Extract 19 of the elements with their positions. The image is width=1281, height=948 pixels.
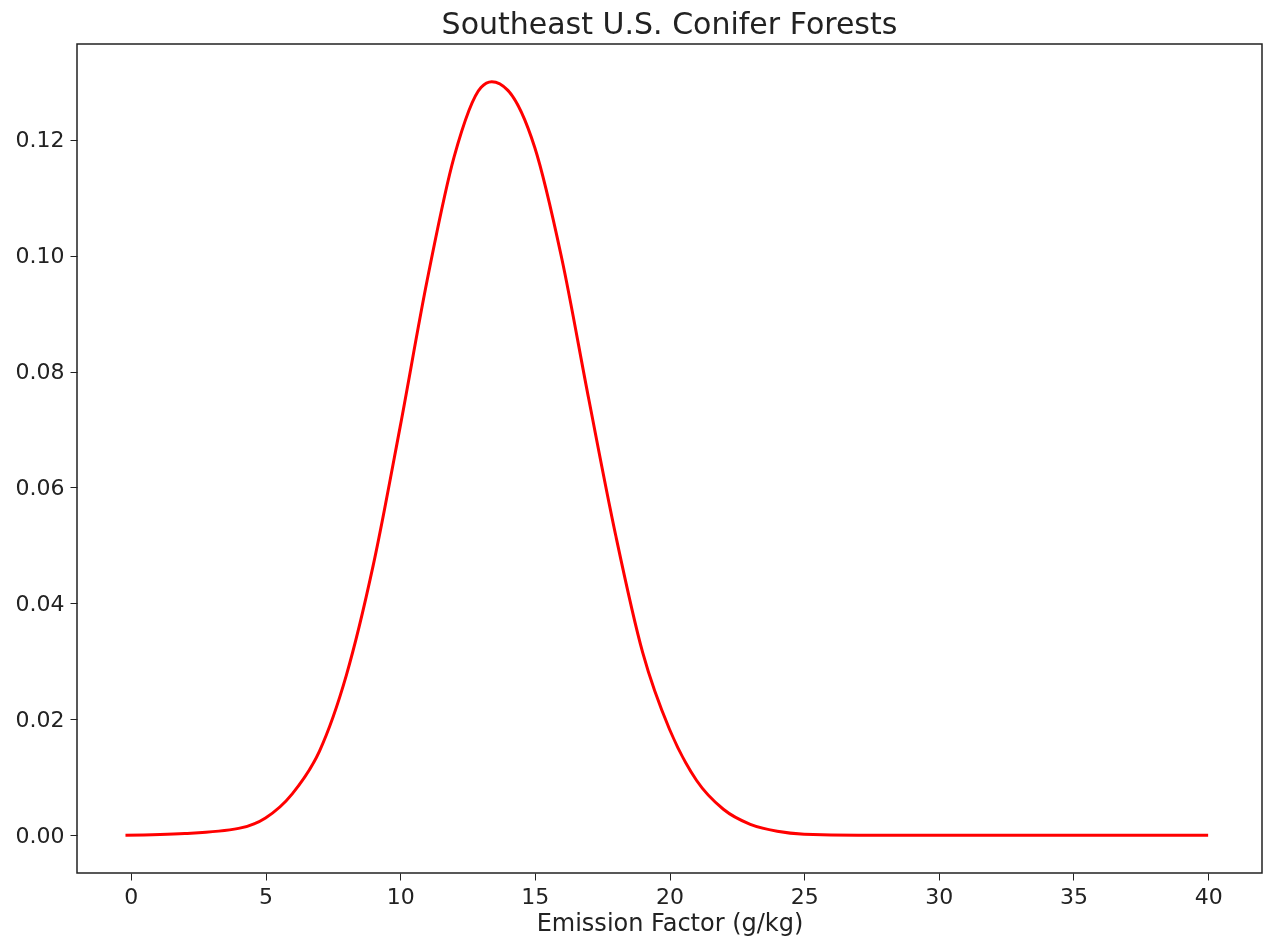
y-tick-label: 0.04 xyxy=(15,590,65,616)
x-tick-label: 15 xyxy=(521,883,550,909)
x-tick-label: 25 xyxy=(790,883,819,909)
y-tick-label: 0.12 xyxy=(15,127,65,153)
x-tick-label: 0 xyxy=(124,883,139,909)
y-tick-label: 0.02 xyxy=(15,706,65,732)
line-series xyxy=(123,80,1210,837)
x-tick-label: 20 xyxy=(656,883,684,909)
x-tick-label: 35 xyxy=(1059,883,1088,909)
chart-title: Southeast U.S. Conifer Forests xyxy=(441,6,898,41)
x-axis-title: Emission Factor (g/kg) xyxy=(536,908,804,937)
y-tick-label: 0.08 xyxy=(15,359,65,385)
x-tick-label: 40 xyxy=(1194,883,1223,909)
y-tick-label: 0.00 xyxy=(15,822,65,848)
y-tick-label: 0.10 xyxy=(15,243,65,269)
x-tick-label: 5 xyxy=(259,883,274,909)
y-tick-label: 0.06 xyxy=(15,474,65,500)
x-tick-label: 10 xyxy=(386,883,415,909)
x-tick-label: 30 xyxy=(925,883,954,909)
